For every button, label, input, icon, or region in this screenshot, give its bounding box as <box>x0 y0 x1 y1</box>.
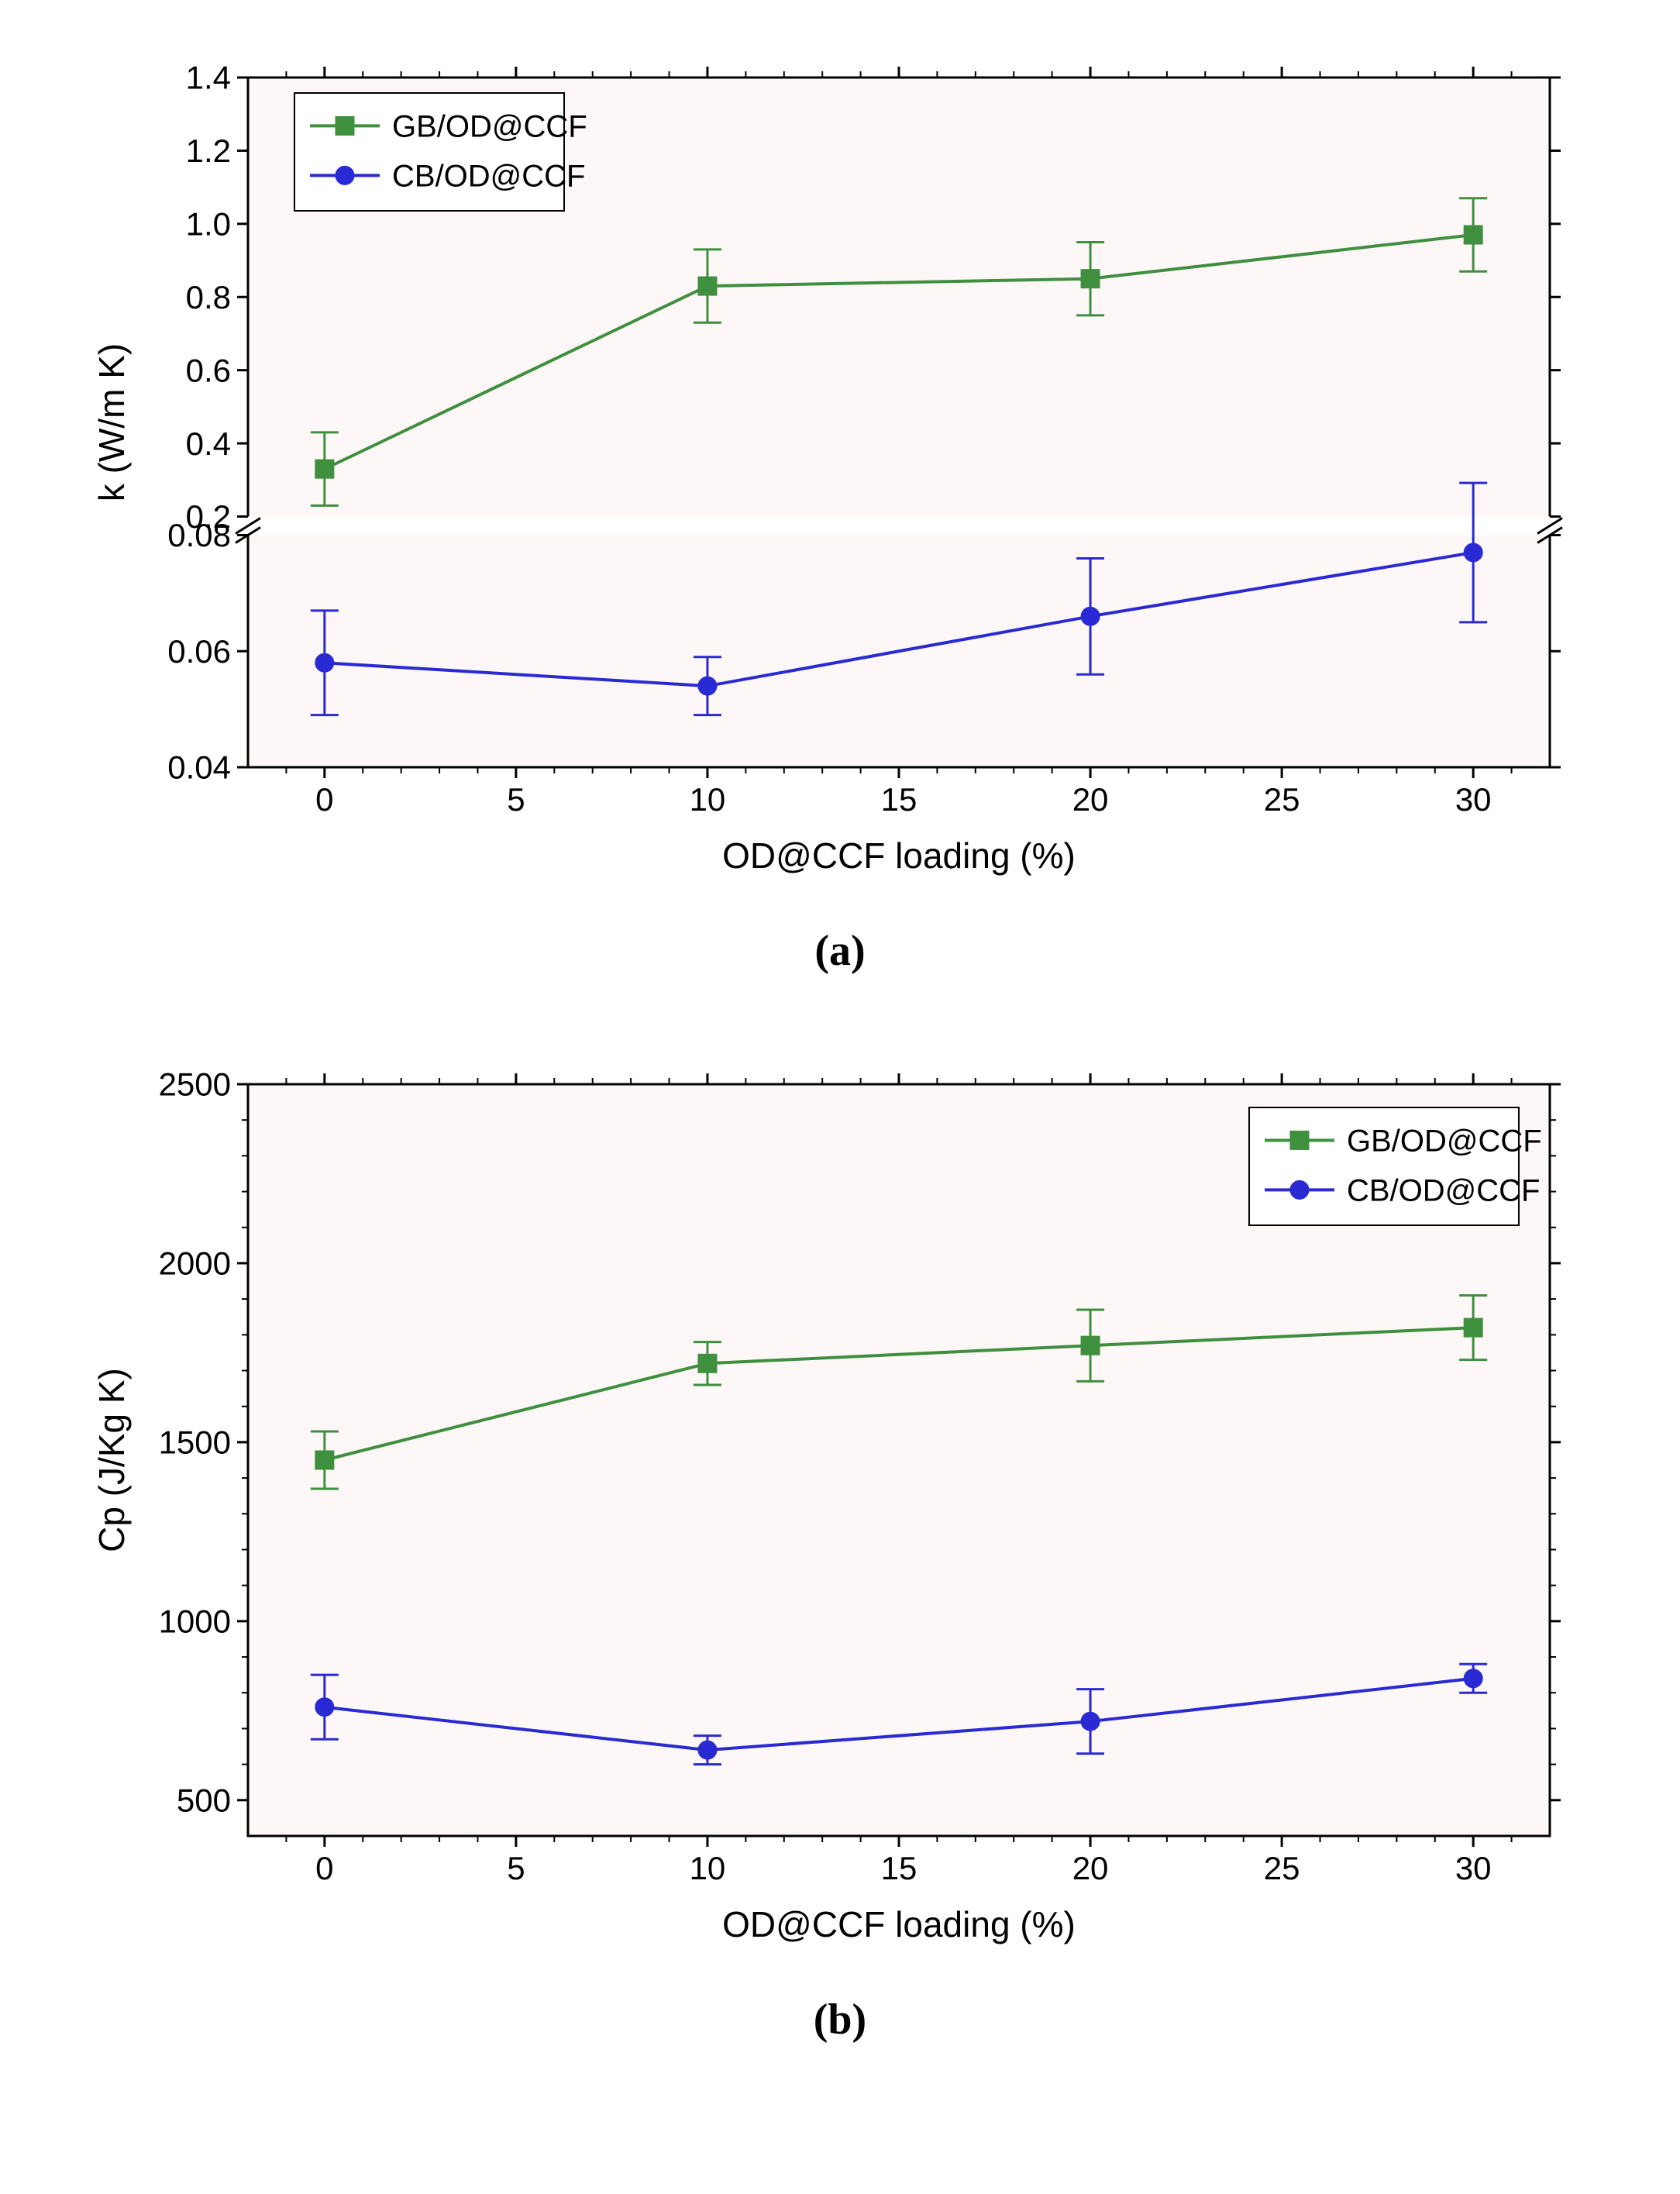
svg-text:500: 500 <box>177 1782 231 1819</box>
svg-text:0.06: 0.06 <box>167 633 231 670</box>
svg-text:15: 15 <box>881 1850 917 1886</box>
svg-text:30: 30 <box>1455 1850 1492 1886</box>
svg-text:5: 5 <box>507 1850 525 1886</box>
svg-text:1000: 1000 <box>159 1603 231 1640</box>
svg-text:1.2: 1.2 <box>186 133 231 169</box>
svg-text:GB/OD@CCF: GB/OD@CCF <box>1347 1124 1542 1158</box>
panel-b-caption: (b) <box>77 1995 1603 2044</box>
chart-a-svg: 0510152025300.20.40.60.81.01.21.40.040.0… <box>77 46 1596 899</box>
panel-a: 0510152025300.20.40.60.81.01.21.40.040.0… <box>77 46 1603 903</box>
svg-text:10: 10 <box>690 781 726 818</box>
svg-text:30: 30 <box>1455 781 1492 818</box>
chart-b-svg: 0 5 10 15 20 25 30 500 1000 1500 2000 2500 OD@CCF lo… <box>77 1038 1596 1968</box>
svg-text:25: 25 <box>1264 1850 1300 1886</box>
svg-text:0: 0 <box>315 1850 333 1886</box>
svg-text:OD@CCF loading (%): OD@CCF loading (%) <box>722 1904 1076 1944</box>
panel-b: 0 5 10 15 20 25 30 500 1000 1500 2000 2500 OD@CCF lo… <box>77 1038 1603 1972</box>
svg-text:k (W/m K): k (W/m K) <box>91 343 132 501</box>
svg-text:1.4: 1.4 <box>186 60 231 96</box>
svg-text:CB/OD@CCF: CB/OD@CCF <box>1347 1173 1541 1207</box>
svg-text:1500: 1500 <box>159 1424 231 1461</box>
svg-text:20: 20 <box>1072 1850 1109 1886</box>
svg-text:0: 0 <box>315 781 333 818</box>
svg-text:GB/OD@CCF: GB/OD@CCF <box>392 109 587 143</box>
svg-text:OD@CCF loading (%): OD@CCF loading (%) <box>722 835 1076 876</box>
svg-text:0.8: 0.8 <box>186 279 231 315</box>
svg-text:1.0: 1.0 <box>186 206 231 243</box>
svg-text:2500: 2500 <box>159 1066 231 1103</box>
svg-text:0.4: 0.4 <box>186 425 231 462</box>
svg-text:25: 25 <box>1264 781 1300 818</box>
svg-text:0.6: 0.6 <box>186 352 231 388</box>
svg-text:2000: 2000 <box>159 1245 231 1282</box>
svg-text:0.04: 0.04 <box>167 749 231 786</box>
figure-page: 0510152025300.20.40.60.81.01.21.40.040.0… <box>0 0 1680 2168</box>
svg-text:15: 15 <box>881 781 917 818</box>
panel-a-caption: (a) <box>77 926 1603 976</box>
svg-text:10: 10 <box>690 1850 726 1886</box>
svg-text:20: 20 <box>1072 781 1109 818</box>
svg-text:0.08: 0.08 <box>167 517 231 553</box>
svg-text:5: 5 <box>507 781 525 818</box>
svg-text:Cp (J/Kg K): Cp (J/Kg K) <box>91 1368 132 1552</box>
svg-text:CB/OD@CCF: CB/OD@CCF <box>392 159 586 193</box>
